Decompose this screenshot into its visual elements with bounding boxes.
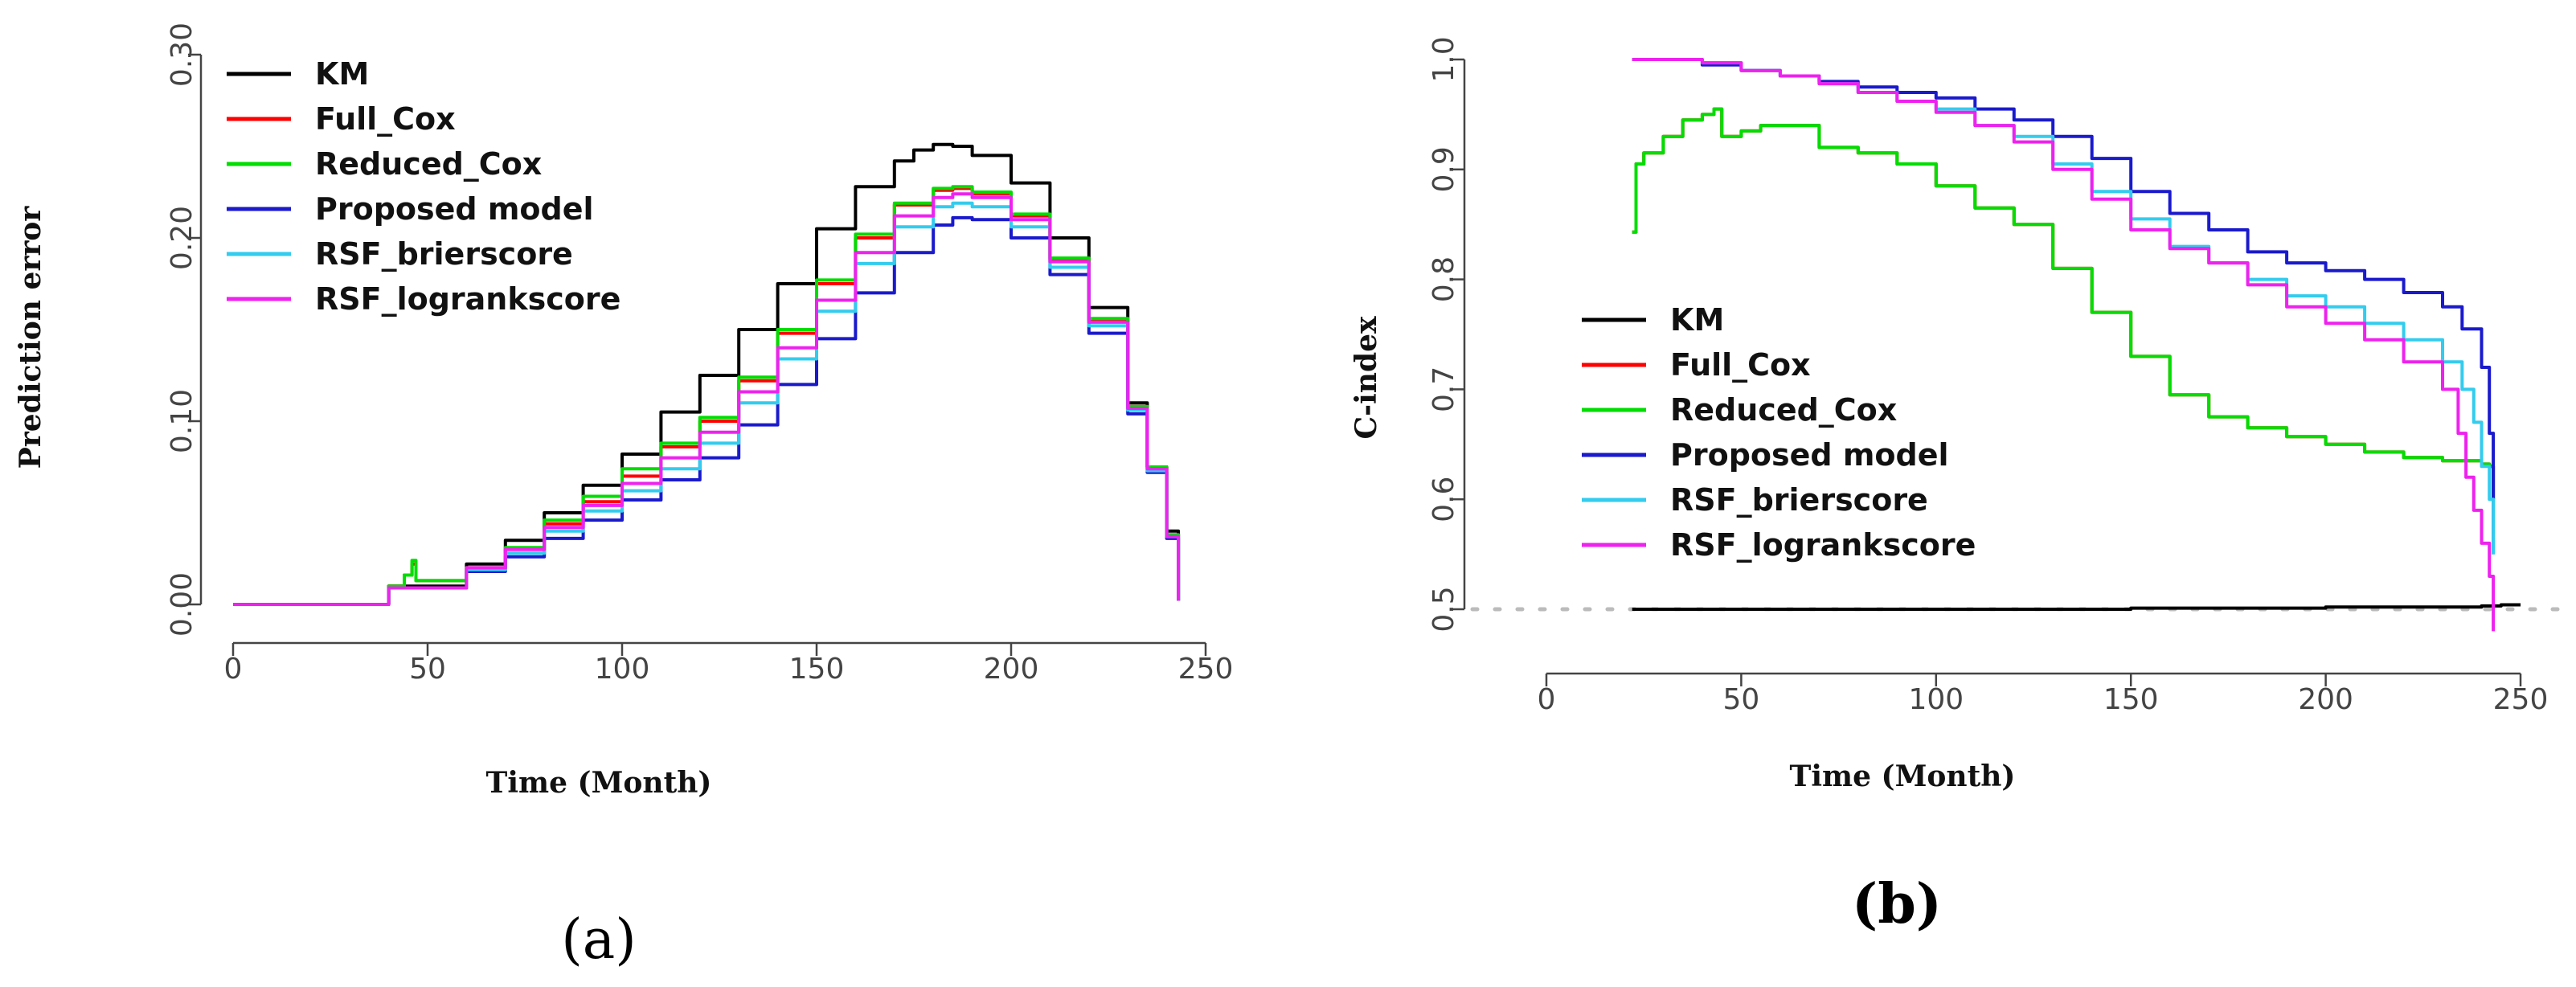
panel-a-y-axis-label: Prediction error — [14, 206, 47, 469]
panel-a-y-tick-label: 0.00 — [166, 572, 199, 637]
panel-a-series-rsf-brierscore — [233, 201, 1181, 606]
panel-a-series — [233, 142, 1181, 606]
panel-b-series-rsf-brierscore — [1632, 58, 2496, 555]
panel-a-x-tick-label: 200 — [984, 653, 1039, 686]
panel-a-legend-item-reduced-cox: Reduced_Cox — [227, 146, 542, 182]
panel-b-legend-label: Reduced_Cox — [1670, 392, 1897, 428]
panel-b-y-tick-label: 0.7 — [1427, 367, 1460, 412]
panel-a-y-tick-label: 0.20 — [166, 206, 199, 270]
panel-b-c-index-chart: 0 50 100 150 200 250 0.5 0.6 0.7 0.8 0.9 1.0 KM Full… — [1349, 36, 2574, 936]
panel-b-x-tick-label: 50 — [1722, 683, 1759, 716]
panel-b-y-tick-label: 0.5 — [1427, 586, 1460, 632]
panel-a-label: (a) — [561, 908, 637, 972]
panel-a-x-tick-label: 0 — [224, 653, 243, 686]
panel-b-legend-label: RSF_logrankscore — [1670, 527, 1976, 563]
panel-b-x-tick-label: 200 — [2298, 683, 2353, 716]
panel-b-legend-item-rsf-brierscore: RSF_brierscore — [1582, 482, 1928, 518]
panel-b-series-km — [1632, 603, 2521, 611]
panel-b-legend-label: Proposed model — [1670, 437, 1949, 473]
panel-b-legend-label: KM — [1670, 302, 1724, 338]
panel-b-y-axis-label: C-index — [1349, 316, 1383, 440]
panel-b-y-tick-label: 1.0 — [1427, 36, 1460, 82]
panel-b-y-tick-label: 0.9 — [1427, 146, 1460, 192]
panel-b-x-tick-label: 150 — [2103, 683, 2159, 716]
panel-b-legend: KM Full_Cox Reduced_Cox Proposed model RSF_b… — [1582, 302, 1976, 563]
panel-b-legend-item-rsf-logrankscore: RSF_logrankscore — [1582, 527, 1976, 563]
panel-a-x-tick-label: 250 — [1178, 653, 1234, 686]
panel-b-legend-item-full-cox: Full_Cox — [1582, 347, 1811, 383]
panel-a-legend-item-proposed-model: Proposed model — [227, 191, 594, 227]
panel-a-legend-label: KM — [315, 56, 369, 92]
panel-b-x-axis-label: Time (Month) — [1790, 760, 2016, 793]
panel-b-legend-item-reduced-cox: Reduced_Cox — [1582, 392, 1897, 428]
panel-a-x-tick-label: 100 — [595, 653, 650, 686]
panel-b-y-tick-label: 0.6 — [1427, 477, 1460, 522]
panel-a-x-tick-label: 150 — [789, 653, 845, 686]
panel-b-label: (b) — [1852, 872, 1942, 936]
panel-b-legend-label: RSF_brierscore — [1670, 482, 1928, 518]
panel-a-legend-item-rsf-logrankscore: RSF_logrankscore — [227, 281, 620, 317]
panel-b-series — [1632, 58, 2521, 632]
panel-a-series-proposed-model — [233, 215, 1181, 606]
panel-a-x-tick-label: 50 — [409, 653, 446, 686]
panel-a-prediction-error-chart: 0 50 100 150 200 250 0.00 0.10 0.20 0.30 KM Full_C… — [14, 23, 1233, 972]
panel-a-legend-item-km: KM — [227, 56, 369, 92]
panel-a-legend-label: Proposed model — [315, 191, 594, 227]
panel-b-x-tick-label: 100 — [1908, 683, 1964, 716]
panel-a-y-tick-label: 0.30 — [166, 23, 199, 87]
panel-a-axes: 0 50 100 150 200 250 0.00 0.10 0.20 0.30 — [166, 23, 1233, 686]
panel-a-legend-label: Full_Cox — [315, 101, 456, 137]
panel-b-y-tick-label: 0.8 — [1427, 256, 1460, 302]
panel-a-legend-label: RSF_logrankscore — [315, 281, 620, 317]
panel-a-x-axis-label: Time (Month) — [486, 766, 712, 800]
panel-b-axes: 0 50 100 150 200 250 0.5 0.6 0.7 0.8 0.9 1.0 — [1427, 36, 2574, 716]
panel-a-legend-item-full-cox: Full_Cox — [227, 101, 456, 137]
panel-a-legend-label: Reduced_Cox — [315, 146, 542, 182]
panel-b-legend-label: Full_Cox — [1670, 347, 1811, 383]
panel-a-y-tick-label: 0.10 — [166, 389, 199, 453]
panel-b-x-tick-label: 250 — [2493, 683, 2549, 716]
panel-a-series-rsf-logrankscore — [233, 192, 1181, 606]
panel-a-legend-item-rsf-brierscore: RSF_brierscore — [227, 236, 573, 272]
panel-a-legend: KM Full_Cox Reduced_Cox Proposed model RSF_b… — [227, 56, 620, 317]
panel-b-legend-item-proposed-model: Proposed model — [1582, 437, 1949, 473]
panel-b-series-rsf-logrankscore — [1632, 58, 2496, 632]
panel-b-series-reduced-cox — [1632, 107, 2496, 500]
panel-b-legend-item-km: KM — [1582, 302, 1724, 338]
panel-b-x-tick-label: 0 — [1538, 683, 1556, 716]
panel-a-legend-label: RSF_brierscore — [315, 236, 573, 272]
